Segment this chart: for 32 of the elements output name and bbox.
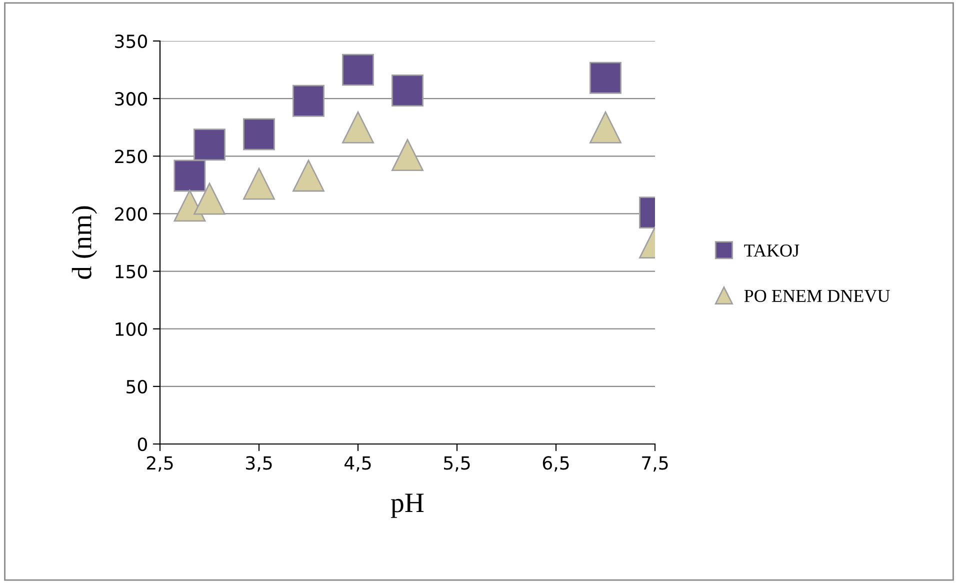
x-tick-label: 2,5 xyxy=(146,456,173,472)
point xyxy=(243,118,275,150)
y-tick-label: 200 xyxy=(115,207,147,221)
point xyxy=(174,190,206,222)
point xyxy=(590,111,622,144)
y-tick-label: 350 xyxy=(115,34,147,48)
point xyxy=(243,168,275,200)
y-tick-label: 50 xyxy=(126,380,147,394)
x-tick-label: 5,5 xyxy=(444,456,470,472)
y-tick-label: 100 xyxy=(116,322,147,336)
y-axis-title: d (nm) xyxy=(72,206,98,279)
point xyxy=(194,182,226,215)
x-tick-label: 6,5 xyxy=(542,456,569,472)
x-axis-title: pH xyxy=(390,494,424,518)
y-tick-label: 150 xyxy=(116,264,147,278)
legend-label: PO ENEM DNEVU xyxy=(744,290,890,302)
point xyxy=(342,54,374,86)
x-tick-label: 3,5 xyxy=(246,456,272,472)
x-tick-label: 7,5 xyxy=(642,456,668,472)
point xyxy=(590,62,622,94)
point xyxy=(292,160,324,192)
x-tick-label: 4,5 xyxy=(344,456,371,472)
point xyxy=(392,74,424,106)
y-tick-label: 0 xyxy=(138,437,147,452)
legend-label: TAKOJ xyxy=(744,244,800,257)
point xyxy=(174,160,206,192)
point xyxy=(292,84,324,117)
y-tick-label: 300 xyxy=(115,92,147,106)
point xyxy=(194,128,226,161)
y-tick-label: 250 xyxy=(115,150,147,164)
point xyxy=(342,111,374,144)
point xyxy=(392,139,424,171)
